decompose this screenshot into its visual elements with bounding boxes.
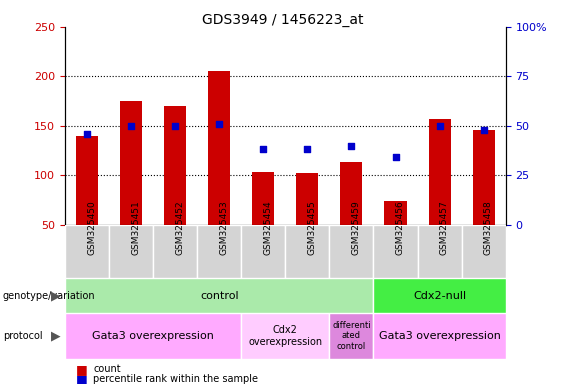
Text: ▶: ▶: [50, 289, 60, 302]
Bar: [428, 119, 451, 225]
Point: [127, 123, 136, 129]
Point: [303, 146, 312, 152]
Point: [391, 154, 400, 161]
Text: GSM325459: GSM325459: [351, 200, 360, 255]
Point: [479, 127, 488, 133]
Text: Cdx2
overexpression: Cdx2 overexpression: [248, 325, 323, 347]
Text: GSM325457: GSM325457: [440, 200, 449, 255]
Text: ■: ■: [76, 363, 88, 376]
Bar: [329, 313, 373, 359]
Text: differenti
ated
control: differenti ated control: [332, 321, 371, 351]
Point: [347, 142, 356, 149]
Point: [171, 123, 180, 129]
Text: GSM325452: GSM325452: [175, 200, 184, 255]
Bar: [65, 278, 373, 313]
Bar: [373, 278, 506, 313]
Point: [215, 121, 224, 127]
Text: GSM325453: GSM325453: [219, 200, 228, 255]
Text: Gata3 overexpression: Gata3 overexpression: [379, 331, 501, 341]
Text: percentile rank within the sample: percentile rank within the sample: [93, 374, 258, 384]
Bar: [197, 225, 241, 278]
Point: [82, 131, 92, 137]
Text: GSM325454: GSM325454: [263, 200, 272, 255]
Bar: [153, 225, 197, 278]
Text: ▶: ▶: [50, 329, 60, 343]
Text: protocol: protocol: [3, 331, 42, 341]
Bar: [241, 313, 329, 359]
Bar: [384, 201, 406, 225]
Text: Cdx2-null: Cdx2-null: [413, 291, 466, 301]
Bar: [418, 225, 462, 278]
Bar: [109, 225, 153, 278]
Text: genotype/variation: genotype/variation: [3, 291, 95, 301]
Bar: [208, 71, 231, 225]
Bar: [296, 173, 318, 225]
Bar: [241, 225, 285, 278]
Text: ■: ■: [76, 373, 88, 384]
Bar: [329, 225, 373, 278]
Text: control: control: [200, 291, 238, 301]
Point: [259, 146, 268, 152]
Bar: [65, 313, 241, 359]
Text: GSM325456: GSM325456: [396, 200, 405, 255]
Bar: [120, 101, 142, 225]
Bar: [373, 313, 506, 359]
Text: Gata3 overexpression: Gata3 overexpression: [92, 331, 214, 341]
Text: GSM325458: GSM325458: [484, 200, 493, 255]
Bar: [65, 225, 109, 278]
Bar: [252, 172, 275, 225]
Bar: [373, 225, 418, 278]
Text: GSM325455: GSM325455: [307, 200, 316, 255]
Text: GSM325450: GSM325450: [87, 200, 96, 255]
Bar: [340, 162, 363, 225]
Bar: [76, 136, 98, 225]
Text: GDS3949 / 1456223_at: GDS3949 / 1456223_at: [202, 13, 363, 27]
Text: count: count: [93, 364, 121, 374]
Text: GSM325451: GSM325451: [131, 200, 140, 255]
Point: [435, 123, 444, 129]
Bar: [472, 130, 494, 225]
Bar: [164, 106, 186, 225]
Bar: [462, 225, 506, 278]
Bar: [285, 225, 329, 278]
